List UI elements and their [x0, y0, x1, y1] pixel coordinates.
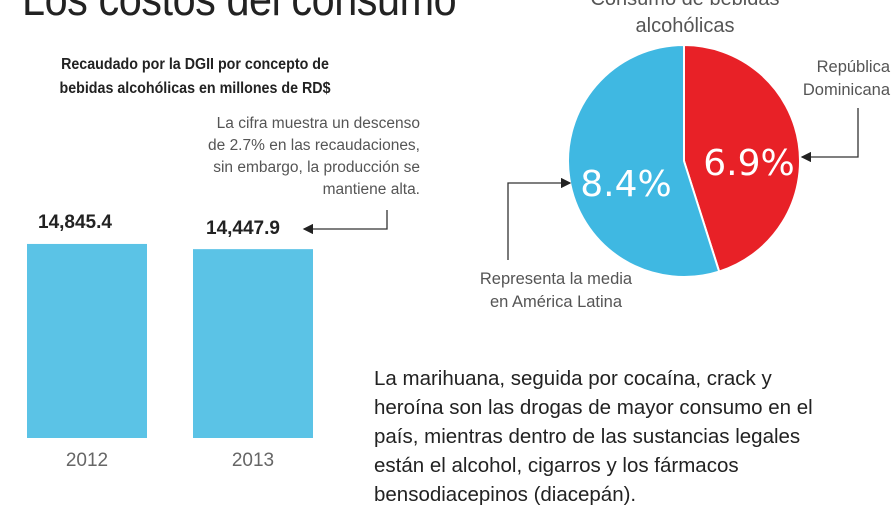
label-line: Dominicana	[802, 81, 890, 99]
label-line: Representa la media	[479, 270, 633, 288]
pie-label-republica-dominicana: República Dominicana	[760, 56, 890, 102]
pie-title-line: Consumo de bebidas	[540, 0, 830, 13]
paragraph-line: bensodiacepinos (diacepán).	[374, 483, 637, 506]
annotation-line: de 2.7% en las recaudaciones,	[208, 137, 420, 154]
bar-2013	[193, 249, 313, 438]
annotation-line: La cifra muestra un descenso	[216, 115, 420, 132]
pie-title-line: alcohólicas	[635, 15, 735, 37]
bar-chart-title: Recaudado por la DGII por concepto de be…	[59, 56, 331, 97]
pie-label-america-latina: Representa la media en América Latina	[456, 268, 656, 314]
pie-value-label: 8.4%	[580, 164, 671, 205]
infographic-title: Los costos del consumo	[22, 0, 457, 26]
latam-arrow	[507, 177, 572, 260]
label-line: en América Latina	[489, 293, 623, 311]
pie-value-label: 6.9%	[703, 143, 794, 184]
bar-value-label-2012: 14,845.4	[38, 212, 112, 233]
paragraph-line: La marihuana, seguida por cocaína, crack…	[374, 367, 772, 390]
bar-annotation: La cifra muestra un descenso de 2.7% en …	[150, 113, 420, 201]
pie-slice-0	[683, 43, 801, 273]
body-paragraph: La marihuana, seguida por cocaína, crack…	[374, 364, 813, 509]
paragraph-line: heroína son las drogas de mayor consumo …	[374, 396, 813, 419]
x-tick-label-2013: 2013	[231, 450, 275, 471]
bar-value-label-2013: 14,447.9	[206, 218, 280, 239]
annotation-line: sin embargo, la producción se	[213, 159, 420, 176]
label-line: República	[816, 58, 890, 76]
paragraph-line: país, mientras dentro de las sustancias …	[374, 425, 801, 448]
x-tick-label-2012: 2012	[65, 450, 109, 471]
pie-chart-title: Consumo de bebidas alcohólicas	[540, 0, 830, 40]
annotation-line: mantiene alta.	[322, 181, 420, 198]
paragraph-line: están el alcohol, cigarros y los fármaco…	[374, 454, 739, 477]
rd-arrow	[800, 108, 859, 163]
bar-2012	[27, 243, 147, 438]
annotation-arrow	[302, 210, 388, 235]
